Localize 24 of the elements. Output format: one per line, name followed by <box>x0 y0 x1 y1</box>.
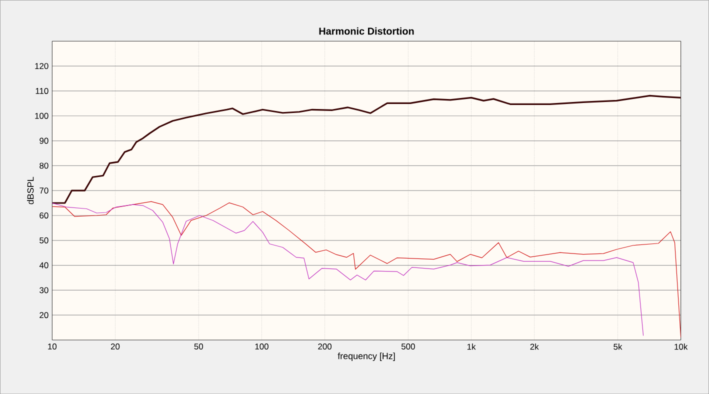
x-tick-label: 10k <box>674 343 688 350</box>
y-tick-label: 90 <box>40 138 48 144</box>
x-tick-label: 20 <box>110 343 120 350</box>
x-tick-label: 100 <box>255 343 268 350</box>
x-tick-label: 50 <box>194 343 204 350</box>
y-tick-label: 70 <box>40 188 48 194</box>
x-axis-title: frequency [Hz] <box>338 352 395 361</box>
x-tick-label: 500 <box>401 343 415 350</box>
y-tick-label: 20 <box>40 312 48 318</box>
y-tick-label: 100 <box>35 112 48 119</box>
y-axis-title: dBSPL <box>27 176 34 204</box>
y-tick-label: 50 <box>40 237 48 244</box>
y-tick-label: 120 <box>35 63 48 69</box>
x-tick-label: 1k <box>467 343 476 350</box>
chart-title: Harmonic Distortion <box>319 27 414 35</box>
y-tick-label: 40 <box>39 262 48 268</box>
x-tick-label: 5k <box>614 343 622 350</box>
y-tick-label: 80 <box>40 162 48 169</box>
y-tick-label: 30 <box>40 287 48 294</box>
y-tick-label: 60 <box>40 212 48 218</box>
y-tick-label: 110 <box>36 88 48 94</box>
x-tick-label: 2k <box>530 343 539 350</box>
x-tick-label: 200 <box>318 343 332 350</box>
x-tick-label: 10 <box>48 343 57 350</box>
